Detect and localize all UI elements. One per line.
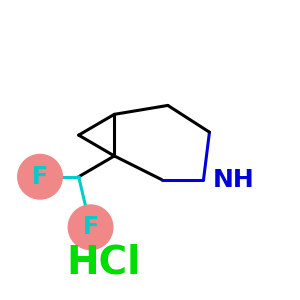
Circle shape <box>68 205 113 250</box>
Text: NH: NH <box>212 168 254 192</box>
Text: F: F <box>32 165 48 189</box>
Text: F: F <box>82 215 99 239</box>
Text: HCl: HCl <box>67 244 141 282</box>
Circle shape <box>18 154 62 199</box>
